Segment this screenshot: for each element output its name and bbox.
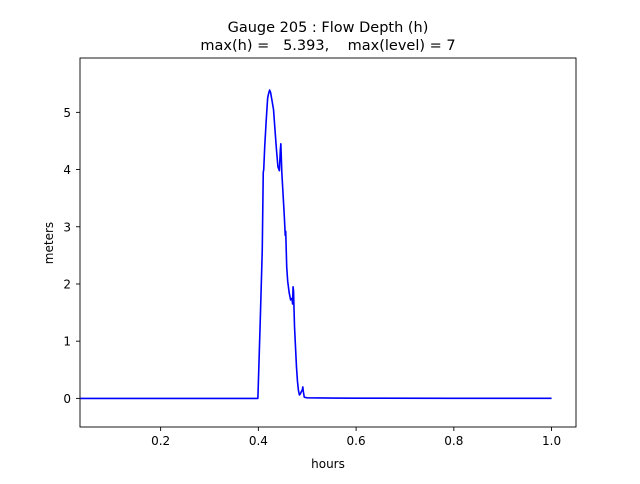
y-axis-label: meters [42,222,56,264]
chart-title-line-1: Gauge 205 : Flow Depth (h) [228,20,429,36]
x-tick-label: 1.0 [542,434,561,448]
chart-title-line-2: max(h) = 5.393, max(level) = 7 [200,38,455,54]
x-tick-label: 0.2 [151,434,170,448]
x-tick-label: 0.8 [444,434,463,448]
x-tick-label: 0.6 [347,434,366,448]
y-tick-label: 2 [63,277,71,291]
y-tick-label: 5 [63,106,71,120]
x-tick-label: 0.4 [249,434,268,448]
x-axis-label: hours [311,457,345,471]
series-line-0 [80,89,552,400]
plot-frame [79,57,577,428]
axes: 0.2 0.4 0.6 0.8 1.0 0 1 2 3 4 5 [63,57,577,448]
y-tick-label: 4 [63,163,71,177]
y-tick-label: 1 [63,335,71,349]
y-tick-label: 0 [63,392,71,406]
y-tick-label: 3 [63,220,71,234]
